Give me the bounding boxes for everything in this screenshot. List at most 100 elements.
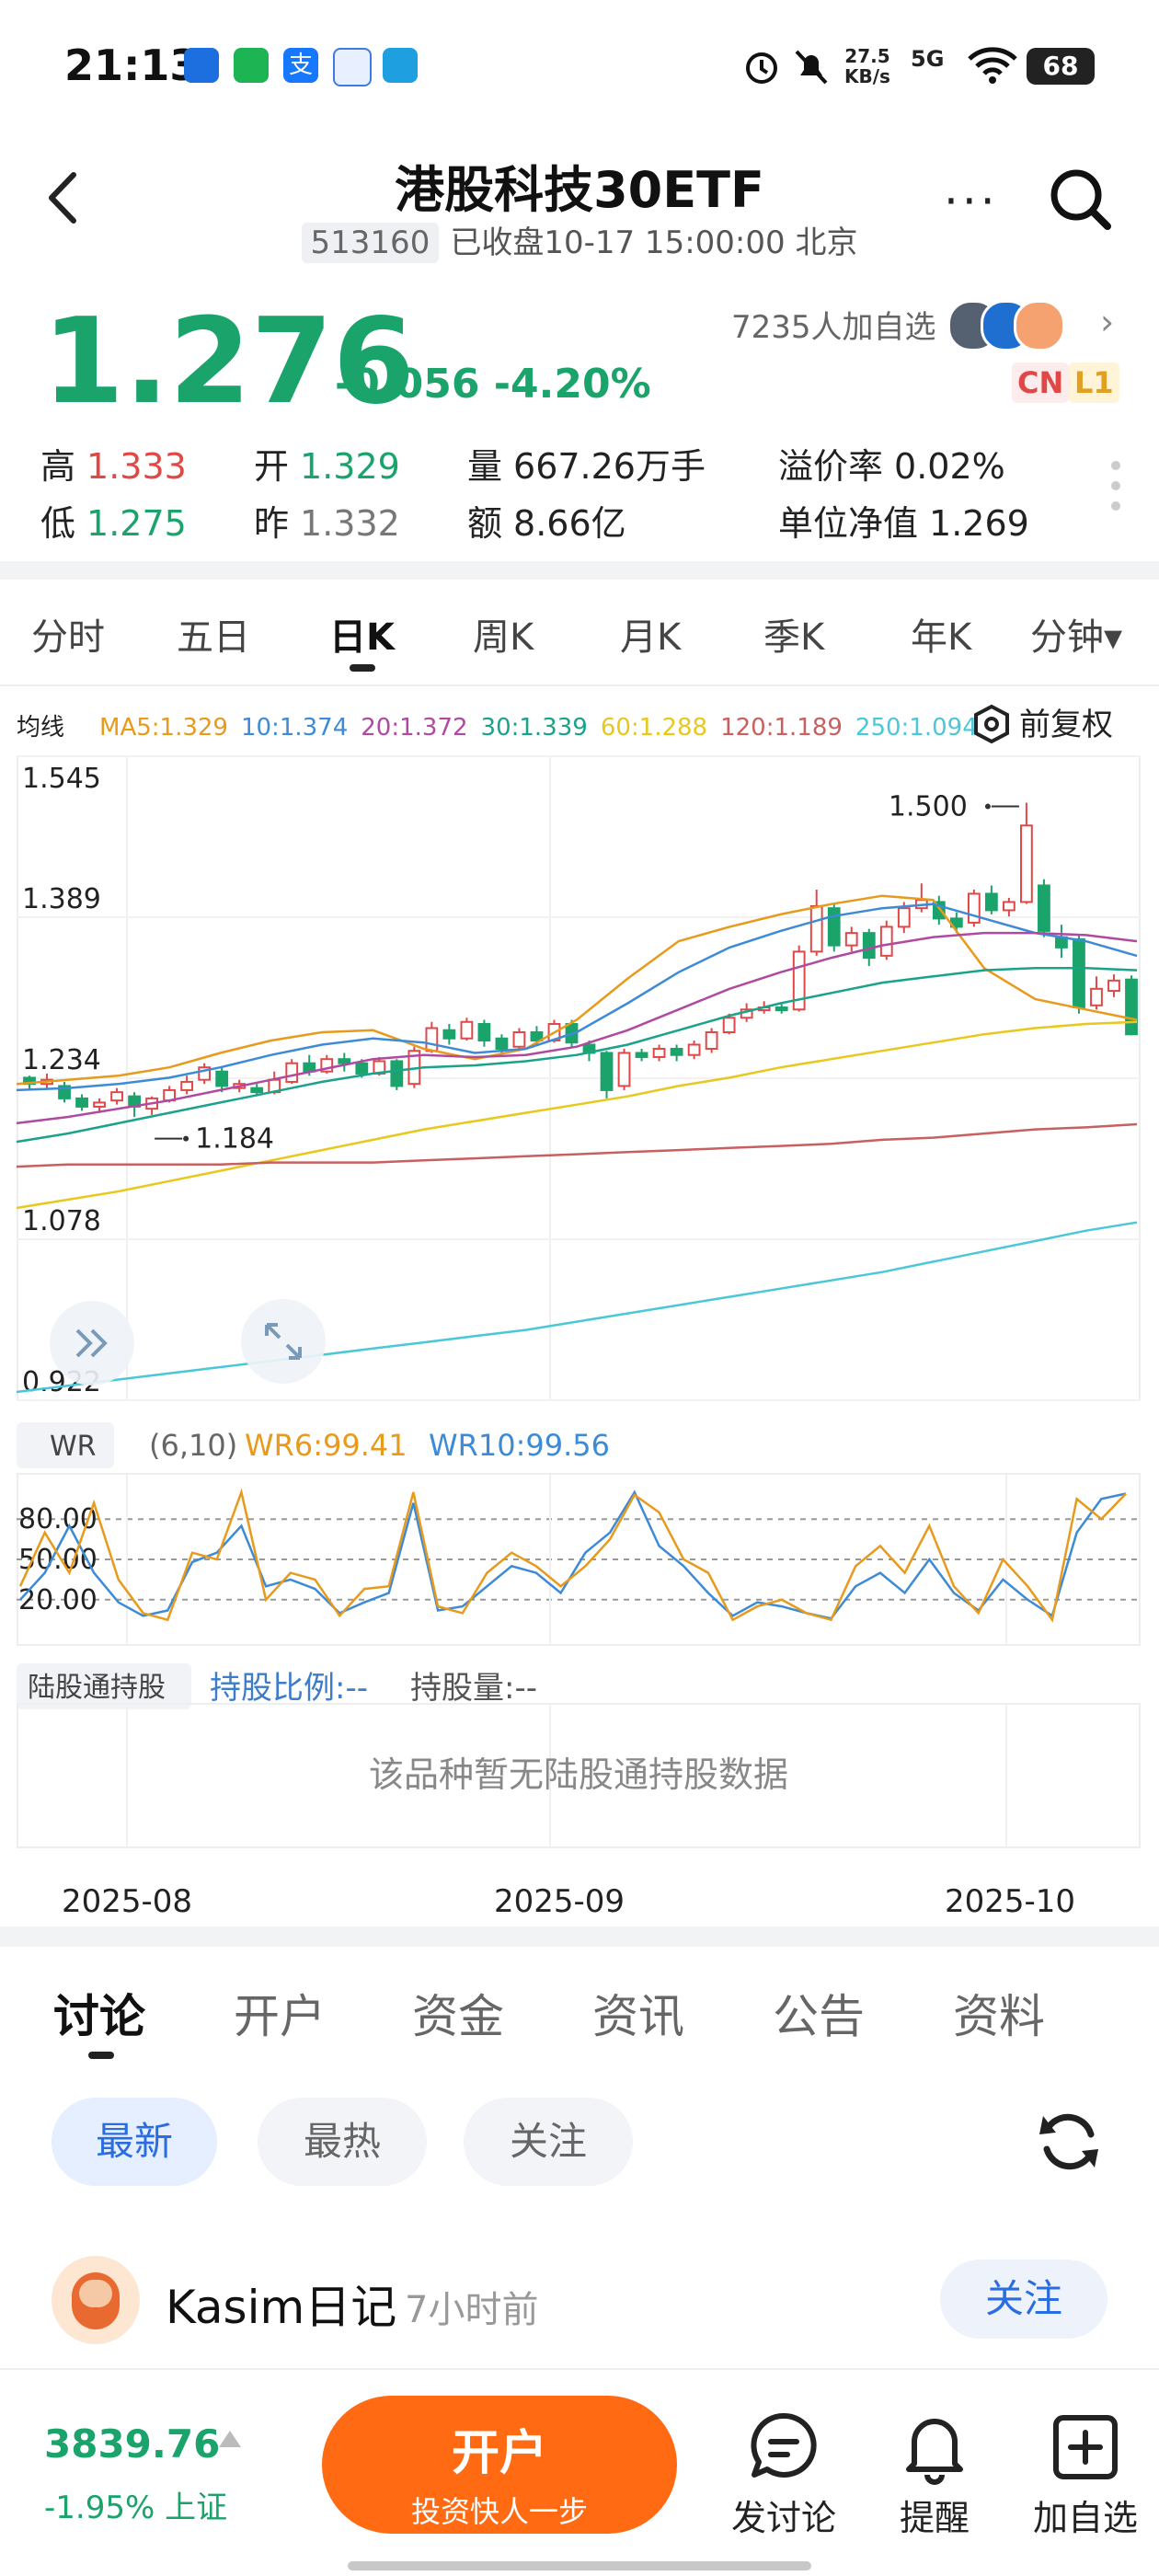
ma-legend-item: 120:1.189 xyxy=(720,714,843,742)
tab-0[interactable]: 分时 xyxy=(31,616,105,659)
chevron-right-icon[interactable]: › xyxy=(1100,302,1115,342)
active-tab-indicator xyxy=(88,2052,114,2059)
tab-5[interactable]: 季K xyxy=(763,616,825,659)
divider xyxy=(0,2368,1159,2370)
index-change[interactable]: -1.95% 上证 xyxy=(44,2490,228,2526)
content-tab-0[interactable]: 讨论 xyxy=(53,1990,145,2043)
stat-value: 1.332 xyxy=(300,503,400,544)
filter-pill-0[interactable]: 最新 xyxy=(52,2098,217,2186)
hk-connect-frame xyxy=(17,1703,1141,1848)
x-tick-label: 2025-09 xyxy=(494,1883,625,1920)
ma-legend-item: 10:1.374 xyxy=(240,714,349,742)
filter-pill-2[interactable]: 关注 xyxy=(464,2098,633,2186)
index-value[interactable]: 3839.76 xyxy=(44,2421,221,2467)
ma-legend: 均线 MA5:1.329 10:1.374 20:1.372 30:1.339 60:1.… xyxy=(17,708,1004,742)
stat-item: 额 8.66亿 xyxy=(467,495,626,546)
fullscreen-button xyxy=(241,1299,326,1384)
content-tab-1[interactable]: 开户 xyxy=(234,1990,326,2043)
candle xyxy=(198,1063,212,1085)
adjust-toggle[interactable]: 前复权 xyxy=(971,699,1113,744)
tab-3[interactable]: 周K xyxy=(473,616,534,659)
reminder-label[interactable]: 提醒 xyxy=(899,2498,970,2538)
more-icon[interactable]: ··· xyxy=(944,175,999,228)
expand-left-button xyxy=(50,1301,134,1386)
candle xyxy=(477,1019,491,1047)
content-tab-3[interactable]: 资讯 xyxy=(592,1990,684,2043)
wr10-line xyxy=(19,1489,1127,1620)
content-tab-5[interactable]: 资料 xyxy=(953,1990,1045,2043)
candle xyxy=(215,1067,229,1093)
stat-item: 低 1.275 xyxy=(40,495,187,546)
content-tab-4[interactable]: 公告 xyxy=(773,1990,865,2043)
hk-connect-empty: 该品种暂无陆股通持股数据 xyxy=(369,1754,788,1795)
candle xyxy=(827,903,841,952)
candle xyxy=(1055,925,1068,959)
tab-4[interactable]: 月K xyxy=(620,616,682,659)
candle xyxy=(390,1059,404,1090)
candle xyxy=(652,1044,666,1062)
watch-count[interactable]: 7235人加自选 xyxy=(731,309,936,346)
candle xyxy=(705,1028,718,1053)
price-change: -0.056 -4.20% xyxy=(335,361,651,408)
ma-legend-item: 60:1.288 xyxy=(600,714,708,742)
divider xyxy=(0,684,1159,686)
tab-7[interactable]: 分钟▾ xyxy=(1030,616,1123,659)
refresh-icon[interactable] xyxy=(1034,2107,1104,2177)
signal-label: 5G xyxy=(911,46,945,72)
ma-line-ma250 xyxy=(16,1221,1138,1394)
battery-level: 68 xyxy=(1042,51,1079,81)
bell-icon[interactable] xyxy=(896,2409,973,2486)
stat-value: 8.66亿 xyxy=(513,503,626,544)
chat-icon[interactable] xyxy=(745,2409,822,2486)
more-vertical-icon[interactable] xyxy=(1109,458,1122,513)
follower-avatars[interactable] xyxy=(947,294,1076,351)
post-discussion-label[interactable]: 发讨论 xyxy=(730,2498,836,2538)
candle xyxy=(338,1052,351,1072)
expand-up-icon[interactable] xyxy=(219,2431,241,2447)
content-tab-2[interactable]: 资金 xyxy=(412,1990,504,2043)
candle xyxy=(967,889,981,927)
market-status: 513160 已收盘10-17 15:00:00 北京 xyxy=(0,217,1159,263)
stat-item: 开 1.329 xyxy=(254,438,400,489)
tab-6[interactable]: 年K xyxy=(911,616,972,659)
cloud-app-icon xyxy=(383,48,418,83)
search-icon[interactable] xyxy=(1047,166,1113,232)
add-watchlist-label[interactable]: 加自选 xyxy=(1032,2498,1138,2538)
add-watchlist-icon[interactable] xyxy=(1047,2409,1124,2486)
ma-legend-label: 均线 xyxy=(17,714,65,742)
wr-label: WR xyxy=(50,1431,97,1463)
stat-item: 单位净值 1.269 xyxy=(778,495,1029,546)
candle xyxy=(722,1013,736,1035)
stat-value: 667.26万手 xyxy=(513,446,706,487)
open-account-button[interactable]: 开户 投资快人一步 xyxy=(322,2396,677,2534)
candle xyxy=(635,1048,648,1062)
ma-legend-item: 250:1.094 xyxy=(855,714,978,742)
author-avatar[interactable] xyxy=(52,2256,140,2344)
filter-pill-1[interactable]: 最热 xyxy=(258,2098,427,2186)
candle xyxy=(58,1081,71,1103)
back-icon[interactable] xyxy=(37,166,92,230)
ma-legend-item: 30:1.339 xyxy=(480,714,588,742)
alarm-icon xyxy=(746,52,777,84)
candle xyxy=(93,1098,106,1113)
wr6-line xyxy=(18,1488,1127,1623)
candle xyxy=(670,1044,683,1062)
y-tick-label: 1.545 xyxy=(22,763,101,795)
candle xyxy=(687,1040,701,1060)
bluesky-app-icon xyxy=(184,48,219,83)
ma-legend-item: MA5:1.329 xyxy=(99,714,228,742)
stat-label: 单位净值 xyxy=(778,503,919,544)
mute-bell-icon xyxy=(795,50,828,85)
active-tab-indicator xyxy=(350,664,375,672)
follow-button[interactable]: 关注 xyxy=(940,2260,1107,2339)
ma-line-ma30 xyxy=(16,967,1138,1144)
tab-1[interactable]: 五日 xyxy=(177,616,250,659)
stat-label: 量 xyxy=(467,446,503,487)
stat-item: 昨 1.332 xyxy=(254,495,400,546)
stat-value: 1.333 xyxy=(86,446,187,487)
tab-2[interactable]: 日K xyxy=(329,616,395,659)
author-name[interactable]: Kasim日记 xyxy=(166,2281,397,2334)
home-indicator[interactable] xyxy=(348,2561,811,2570)
close-status: 已收盘10-17 15:00:00 北京 xyxy=(450,224,858,261)
